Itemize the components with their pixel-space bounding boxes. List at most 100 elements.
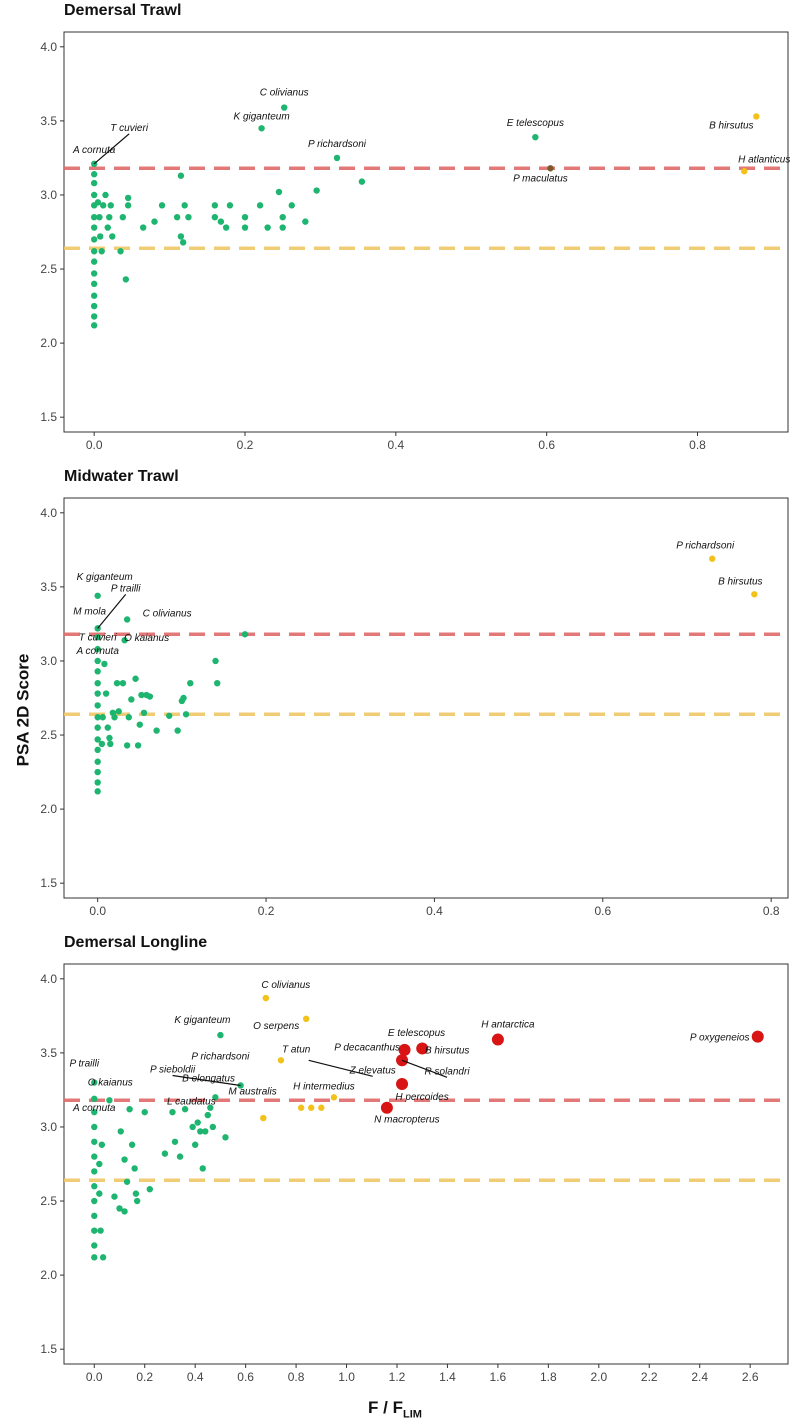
data-point [94, 690, 101, 697]
data-point [199, 1165, 206, 1172]
data-point [491, 1033, 504, 1046]
species-label: A cornuta [72, 145, 116, 156]
data-point [117, 1128, 124, 1135]
y-tick-label: 3.5 [40, 114, 57, 128]
x-tick-label: 0.6 [237, 1370, 254, 1384]
data-point [189, 1123, 196, 1131]
data-point [106, 1097, 113, 1104]
data-point [125, 714, 133, 721]
y-tick-label: 3.0 [40, 1120, 57, 1134]
panel-0: 1.5 2.0 2.5 3.0 3.5 4.0 0.0 0.2 0.4 0.6 0.8 C olivi… [40, 31, 790, 452]
data-point [132, 1190, 140, 1197]
x-axis-label-sub: LIM [403, 1408, 422, 1421]
species-label: O kaianus [124, 633, 169, 644]
species-label: P trailli [69, 1059, 99, 1070]
data-point [90, 292, 98, 299]
data-point [91, 1183, 98, 1190]
data-point [256, 202, 264, 209]
data-point [90, 270, 98, 277]
data-point [211, 202, 219, 209]
data-point [97, 1227, 104, 1234]
x-tick-label: 0.0 [89, 904, 106, 918]
y-tick-label: 2.0 [40, 802, 57, 816]
data-point [119, 679, 127, 687]
data-point [101, 660, 108, 668]
data-point [94, 679, 101, 687]
data-point [330, 1094, 338, 1101]
species-label: E telescopus [507, 118, 564, 129]
y-tick-label: 4.0 [40, 972, 57, 986]
data-point [94, 736, 101, 743]
x-tick-label: 2.6 [742, 1370, 759, 1384]
data-point [117, 248, 124, 255]
y-tick-label: 1.5 [40, 410, 57, 424]
species-label: E telescopus [388, 1028, 445, 1039]
data-point [258, 125, 265, 132]
species-label: P sieboldii [150, 1064, 196, 1075]
data-point [171, 1138, 179, 1145]
data-point [121, 637, 128, 644]
data-point [166, 712, 173, 719]
data-point [753, 113, 760, 120]
data-point [102, 690, 110, 697]
data-point [313, 187, 320, 194]
data-point [91, 1153, 98, 1160]
species-label: H antarctica [481, 1020, 535, 1031]
data-point [185, 213, 192, 221]
data-point [90, 179, 98, 187]
data-point [179, 239, 187, 246]
data-point [380, 1101, 393, 1114]
y-tick-label: 2.5 [40, 728, 57, 742]
species-label: K giganteum [174, 1015, 230, 1026]
data-point [90, 313, 98, 320]
data-point [107, 740, 114, 748]
data-point [94, 592, 101, 599]
x-tick-label: 1.6 [490, 1370, 507, 1384]
data-point [99, 1254, 107, 1261]
data-point [214, 679, 221, 687]
data-point [222, 1134, 229, 1141]
data-point [211, 213, 219, 221]
data-point [241, 224, 249, 231]
data-point [128, 1141, 136, 1148]
y-tick-label: 2.0 [40, 336, 57, 350]
data-point [94, 768, 101, 776]
data-point [212, 657, 219, 665]
y-tick-label: 2.0 [40, 1268, 57, 1282]
y-tick-label: 1.5 [40, 1342, 57, 1356]
x-tick-label: 2.4 [691, 1370, 708, 1384]
data-point [96, 1190, 103, 1197]
data-point [181, 1105, 189, 1113]
data-point [98, 1141, 106, 1148]
data-point [751, 591, 758, 598]
plot-frame [63, 497, 789, 899]
x-tick-label: 1.2 [389, 1370, 406, 1384]
species-label: A cornuta [75, 646, 119, 657]
data-point [180, 694, 187, 702]
label-leader-line [93, 133, 130, 165]
data-point [123, 742, 131, 749]
species-label: M mola [73, 606, 106, 617]
x-tick-label: 1.8 [540, 1370, 557, 1384]
data-point [94, 724, 101, 731]
y-tick-label: 2.5 [40, 1194, 57, 1208]
panel-title-demersal-trawl: Demersal Trawl [64, 2, 182, 19]
data-point [91, 1197, 98, 1205]
data-point [161, 1150, 169, 1157]
data-point [226, 202, 234, 209]
data-point [222, 224, 230, 231]
species-label: Z elevatus [349, 1065, 396, 1076]
plot-frame [63, 963, 789, 1365]
data-point [158, 202, 166, 209]
species-label: K giganteum [234, 111, 290, 122]
data-point [91, 1095, 98, 1103]
data-point [262, 994, 270, 1002]
data-point [90, 191, 98, 199]
species-label: B hirsutus [718, 576, 762, 587]
data-point [209, 1123, 217, 1131]
data-point [176, 1153, 184, 1160]
y-tick-label: 4.0 [40, 506, 57, 520]
data-point [709, 555, 716, 562]
data-point [91, 1168, 98, 1175]
species-label: T cuvieri [79, 632, 118, 643]
